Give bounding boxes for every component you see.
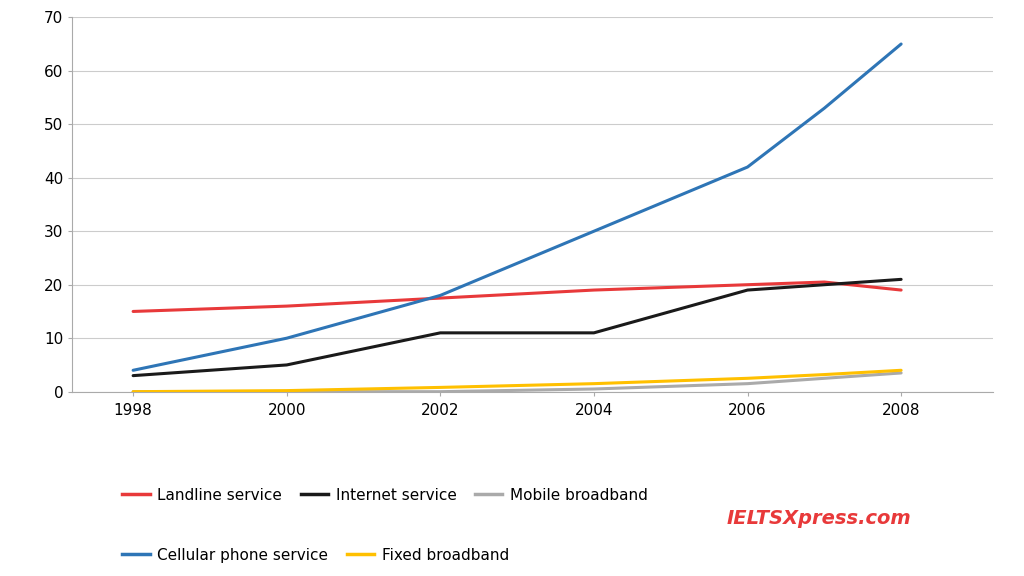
Legend: Cellular phone service, Fixed broadband: Cellular phone service, Fixed broadband <box>116 541 515 569</box>
Text: IELTSXpress.com: IELTSXpress.com <box>727 509 911 528</box>
